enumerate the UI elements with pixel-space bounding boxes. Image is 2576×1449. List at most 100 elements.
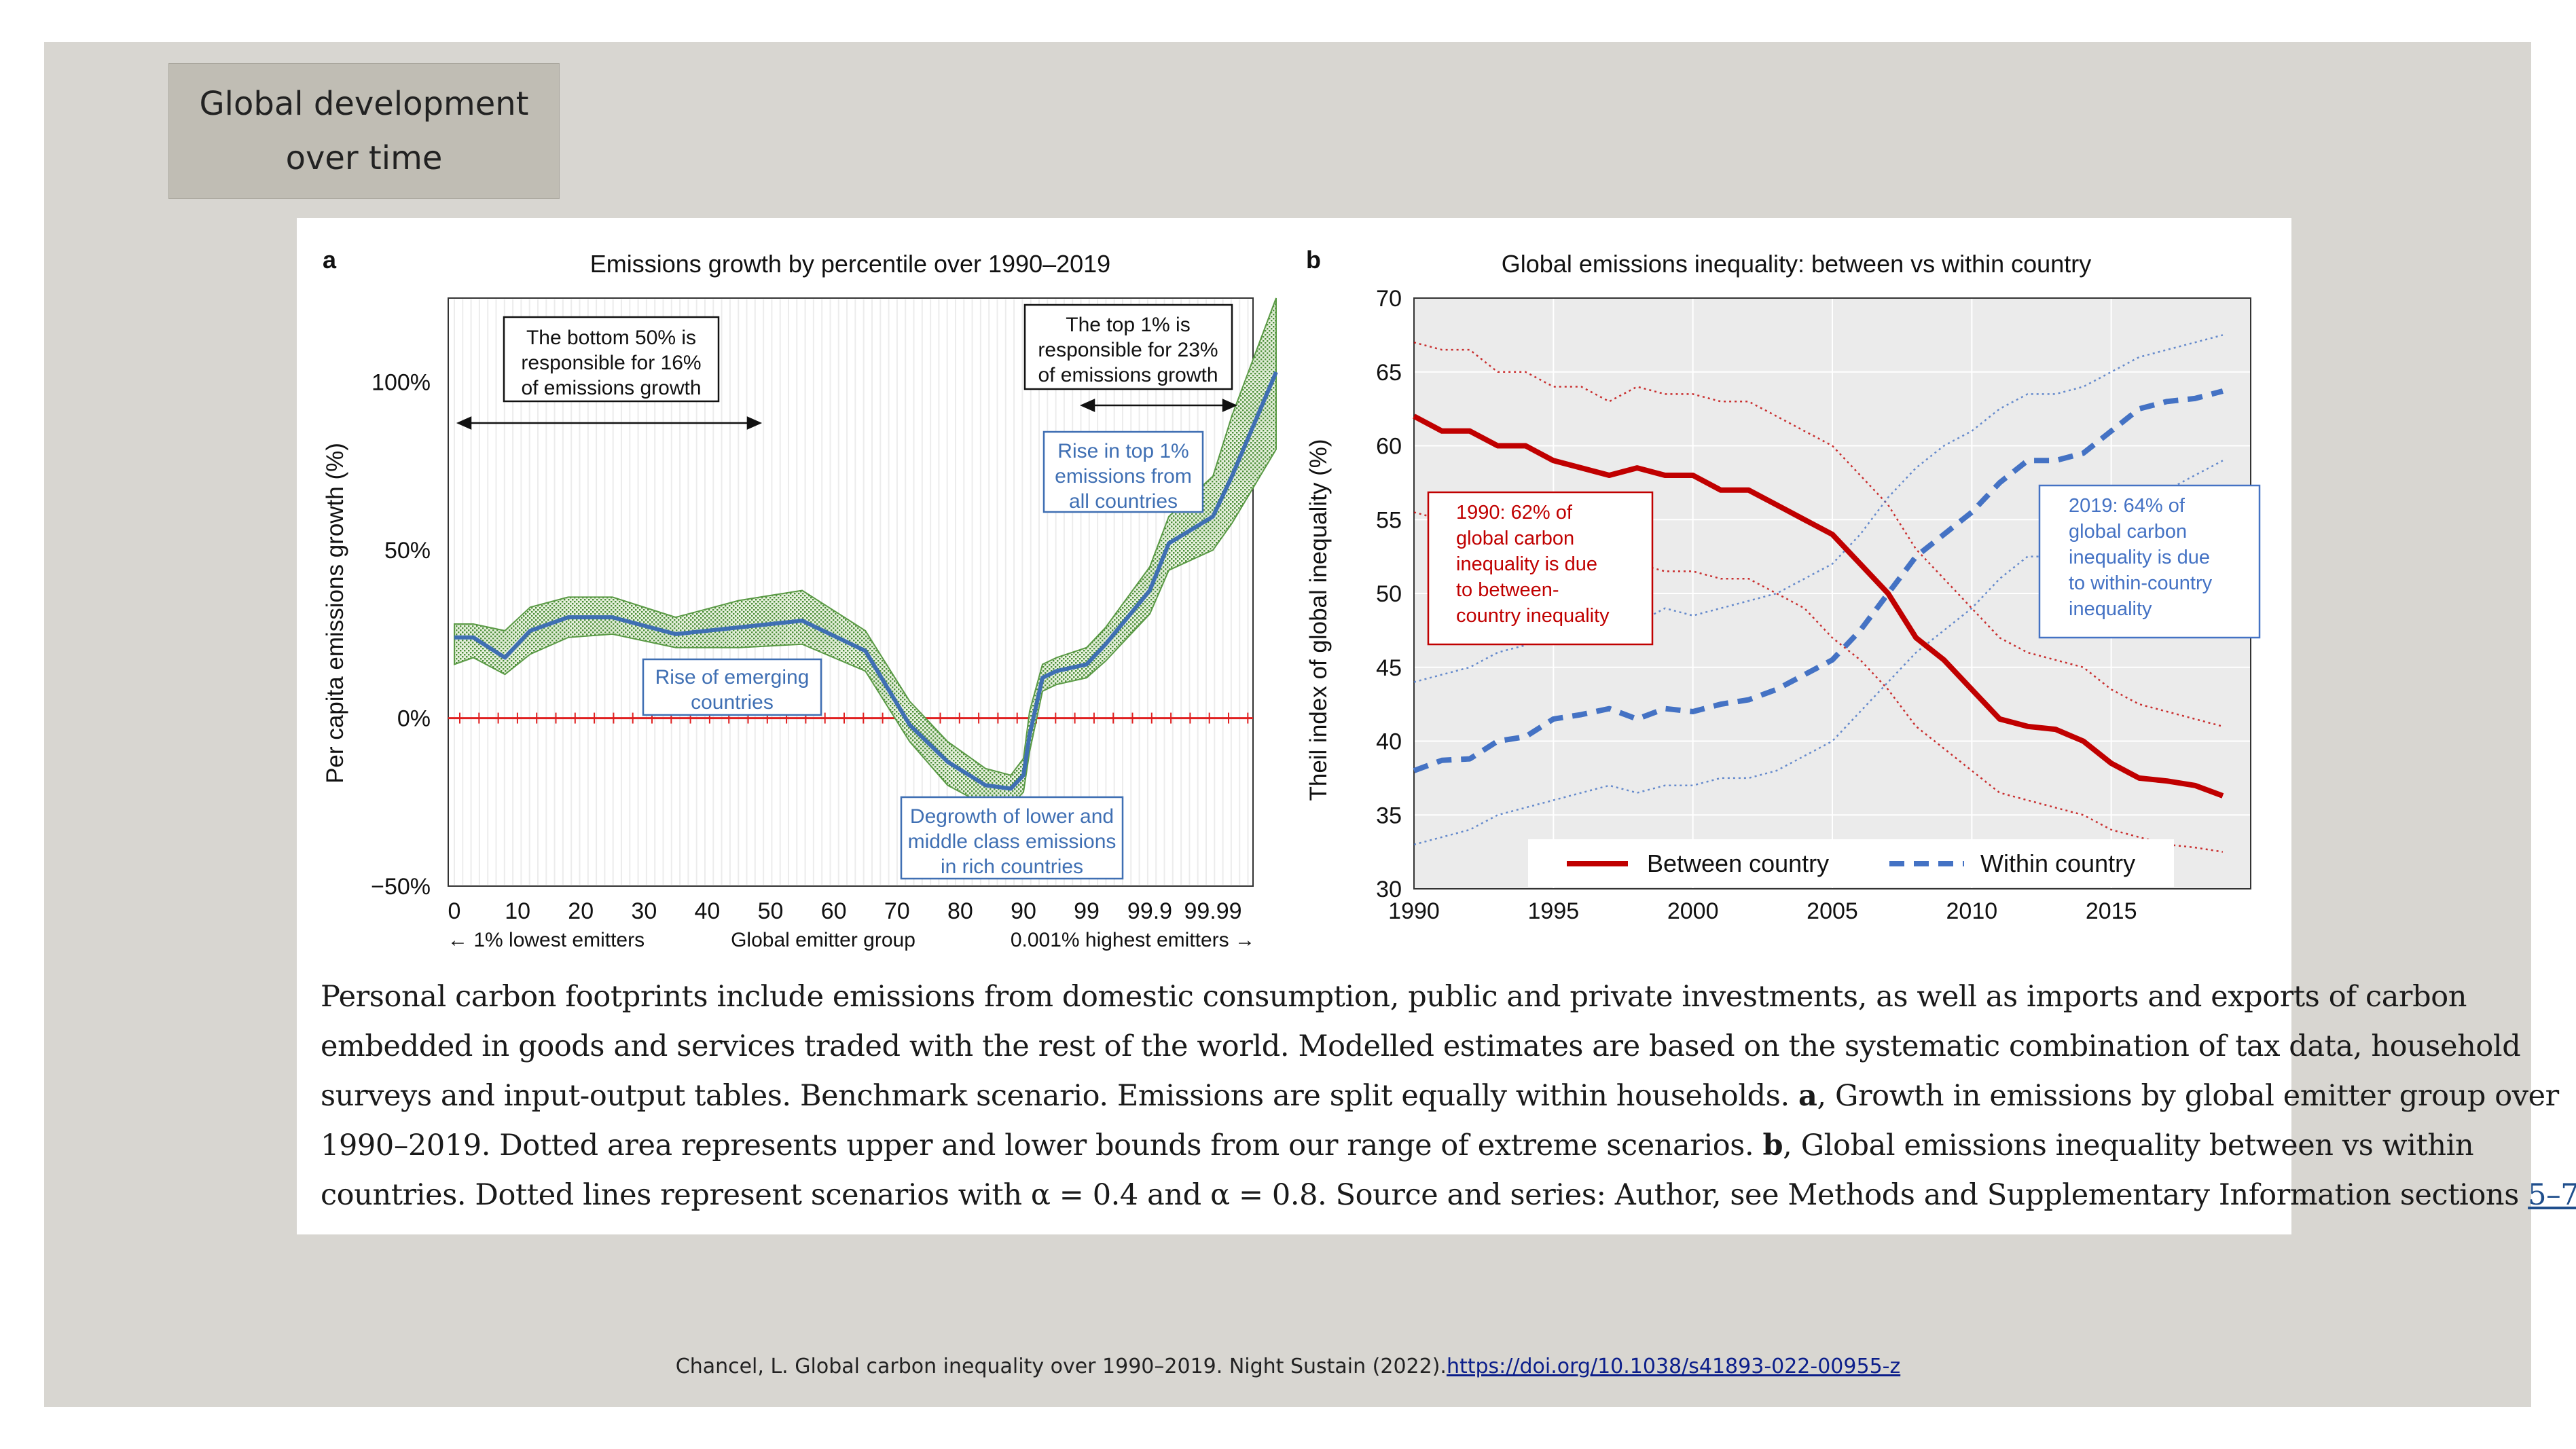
scenario-bound-between-upper [1413,342,2224,728]
figure-caption: Personal carbon footprints include emiss… [321,972,2576,1220]
box-rise-emerging [642,658,822,716]
panel-a-y-tick-label: 50% [384,538,431,564]
panel-a-x-tick-label: 40 [695,898,721,924]
box-bottom50-line: The bottom 50% is [526,327,696,349]
panel-a-title: Emissions growth by percentile over 1990… [590,250,1110,278]
panel-b-y-ticks: 70 65 60 55 50 45 40 35 30 [1376,286,1402,902]
panel-a-x-tick-label: 0 [448,898,461,924]
panel-a-x-tick-label: 60 [821,898,847,924]
box-degrowth [900,796,1124,880]
box-1990-line: inequality is due [1456,553,1597,575]
box-2019-line: to within-country [2069,572,2213,594]
panel-a-x-tick-label: 20 [568,898,594,924]
caption-text: countries. Dotted lines represent scenar… [321,1178,2528,1212]
legend-label-within: Within country [1980,849,2135,877]
caption-bold-b: b [1762,1129,1783,1162]
panel-b-letter: b [1306,246,1321,274]
box-1990-line: 1990: 62% of [1456,502,1573,524]
panel-a-x-tick-label: 99.99 [1184,898,1241,924]
panel-b: b Global emissions inequality: between v… [1305,246,2261,924]
caption-line: embedded in goods and services traded wi… [321,1029,2521,1063]
slide-tag: Global development over time [168,63,560,199]
panel-b-legend [1528,839,2174,887]
panel-a-x-tick-label: 99 [1074,898,1100,924]
figure-svg: a Emissions growth by percentile over 19… [322,246,2261,951]
panel-a-below-center: Global emitter group [731,929,915,951]
box-2019 [2038,484,2261,639]
box-degrowth-line: in rich countries [941,856,1083,878]
panel-b-y-tick-label: 45 [1376,655,1402,681]
panel-b-x-tick-label: 1990 [1388,898,1440,924]
box-bottom50-line: of emissions growth [521,377,701,399]
panel-a-x-tick-label: 99.9 [1127,898,1172,924]
box-top1-line: of emissions growth [1038,364,1218,386]
panel-a-x-tick-label: 30 [631,898,657,924]
panel-b-y-tick-label: 30 [1376,877,1402,902]
caption-text: , Global emissions inequality between vs… [1783,1129,2474,1162]
figure-card: a Emissions growth by percentile over 19… [297,218,2291,1234]
panel-b-x-tick-label: 2005 [1807,898,1858,924]
panel-b-x-tick-label: 2010 [1946,898,1998,924]
box-2019-line: global carbon [2069,521,2187,543]
caption-bold-a: a [1798,1079,1817,1113]
panel-b-line-between [1413,414,2224,799]
panel-b-y-tick-label: 40 [1376,729,1402,755]
caption-line: surveys and input-output tables. Benchma… [321,1071,2559,1121]
box-rise-top-line: all countries [1069,490,1178,513]
source-doi-link[interactable]: https://doi.org/10.1038/s41893-022-00955… [1446,1355,1901,1378]
caption-line: countries. Dotted lines represent scenar… [321,1171,2576,1220]
panel-a-x-tick-label: 10 [505,898,530,924]
box-degrowth-line: middle class emissions [908,830,1117,853]
panel-b-ylabel: Theil index of global inequality (%) [1305,439,1332,801]
box-1990-line: global carbon [1456,528,1574,549]
box-top1 [1023,304,1233,390]
source-citation: Chancel, L. Global carbon inequality ove… [0,1355,2576,1378]
box-1990-line: country inequality [1456,605,1610,627]
panel-a-x-tick-label: 70 [884,898,910,924]
bottom50-arrow [456,416,763,430]
box-top1-line: responsible for 23% [1038,339,1218,361]
slide-tag-line-2: over time [285,139,443,177]
box-degrowth-line: Degrowth of lower and [910,805,1114,828]
panel-b-x-tick-label: 2015 [2086,898,2137,924]
scenario-bound-within-upper [1413,334,2224,683]
caption-text: 1990–2019. Dotted area represents upper … [321,1129,1763,1162]
caption-sections-link[interactable]: 5–7 [2528,1178,2576,1212]
source-text: Chancel, L. Global carbon inequality ove… [675,1355,1447,1378]
box-1990-line: to between- [1456,579,1559,601]
panel-a-median-line [454,371,1278,791]
panel-b-title: Global emissions inequality: between vs … [1502,250,2091,278]
panel-a-below-right: 0.001% highest emitters → [1011,929,1255,951]
panel-a-y-tick-label: 0% [397,706,431,732]
box-rise-top [1042,430,1204,513]
box-rise-emerging-line: countries [691,691,774,714]
box-rise-emerging-line: Rise of emerging [655,666,810,689]
panel-b-line-within [1413,388,2224,773]
panel-b-x-ticks: 1990 1995 2000 2005 2010 2015 [1388,898,2137,924]
panel-b-y-tick-label: 50 [1376,581,1402,607]
panel-a-x-tick-label: 50 [758,898,784,924]
panel-a-y-ticks: 100% 50% 0% −50% [371,370,431,900]
panel-a-x-ticks: 0 10 20 30 40 50 60 70 80 90 99 99.9 99.99 [448,898,1242,924]
top1-arrow [1079,399,1238,412]
panel-b-y-tick-label: 55 [1376,507,1402,533]
panel-a-bounds-band [454,297,1277,807]
box-bottom50-line: responsible for 16% [521,352,701,374]
panel-b-x-tick-label: 1995 [1528,898,1580,924]
panel-a-x-tick-label: 80 [947,898,973,924]
panel-b-y-tick-label: 60 [1376,434,1402,460]
scenario-bound-within-lower [1413,460,2224,846]
panel-a-x-tick-label: 90 [1011,898,1036,924]
box-rise-top-line: Rise in top 1% [1057,440,1189,462]
box-2019-line: inequality is due [2069,547,2210,568]
box-bottom50 [503,316,720,403]
panel-a-ylabel: Per capita emissions growth (%) [322,443,348,784]
box-2019-line: 2019: 64% of [2069,495,2185,517]
box-rise-top-line: emissions from [1055,465,1192,488]
slide-tag-line-1: Global development [199,85,529,123]
panel-a-letter: a [323,246,337,274]
box-1990 [1427,491,1654,646]
panel-b-y-tick-label: 70 [1376,286,1402,312]
panel-a-grid [454,299,1249,885]
panel-b-x-tick-label: 2000 [1667,898,1719,924]
